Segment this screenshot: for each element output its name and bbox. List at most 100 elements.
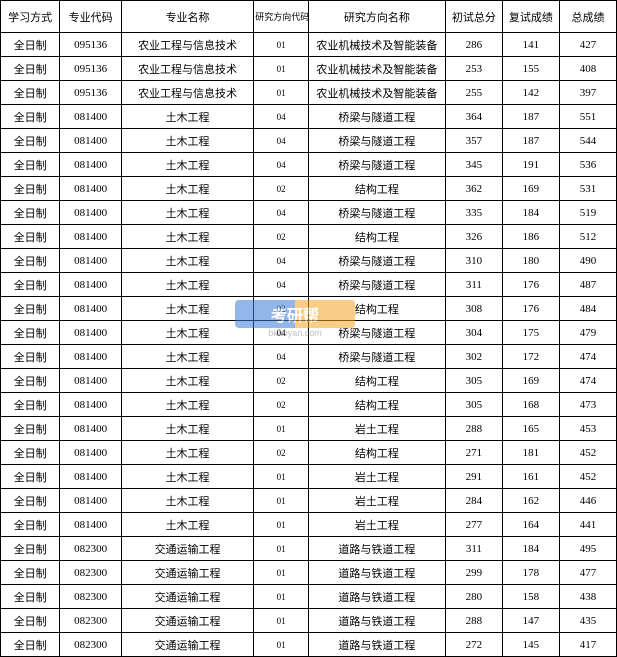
cell-mode: 全日制 — [1, 297, 60, 321]
cell-major: 农业工程与信息技术 — [121, 33, 253, 57]
cell-mode: 全日制 — [1, 417, 60, 441]
cell-score2: 169 — [502, 177, 559, 201]
cell-dircode: 04 — [254, 153, 309, 177]
header-cell-score1: 初试总分 — [445, 1, 502, 33]
cell-score1: 280 — [445, 585, 502, 609]
cell-score1: 335 — [445, 201, 502, 225]
cell-mode: 全日制 — [1, 249, 60, 273]
cell-score1: 304 — [445, 321, 502, 345]
cell-score1: 308 — [445, 297, 502, 321]
cell-total: 397 — [559, 81, 616, 105]
cell-total: 519 — [559, 201, 616, 225]
cell-mode: 全日制 — [1, 369, 60, 393]
cell-score2: 161 — [502, 465, 559, 489]
cell-total: 536 — [559, 153, 616, 177]
cell-total: 477 — [559, 561, 616, 585]
cell-major: 土木工程 — [121, 441, 253, 465]
cell-total: 452 — [559, 441, 616, 465]
cell-total: 417 — [559, 633, 616, 657]
cell-major: 土木工程 — [121, 369, 253, 393]
header-cell-mode: 学习方式 — [1, 1, 60, 33]
cell-dirname: 道路与铁道工程 — [308, 585, 445, 609]
cell-dirname: 道路与铁道工程 — [308, 537, 445, 561]
table-row: 全日制081400土木工程04桥梁与隧道工程310180490 — [1, 249, 617, 273]
cell-total: 446 — [559, 489, 616, 513]
cell-code: 081400 — [60, 273, 122, 297]
cell-total: 474 — [559, 369, 616, 393]
cell-code: 081400 — [60, 105, 122, 129]
cell-code: 081400 — [60, 393, 122, 417]
cell-code: 081400 — [60, 297, 122, 321]
table-row: 全日制082300交通运输工程01道路与铁道工程272145417 — [1, 633, 617, 657]
cell-major: 土木工程 — [121, 105, 253, 129]
cell-score1: 255 — [445, 81, 502, 105]
cell-dircode: 02 — [254, 177, 309, 201]
cell-dircode: 01 — [254, 33, 309, 57]
cell-code: 081400 — [60, 321, 122, 345]
cell-mode: 全日制 — [1, 201, 60, 225]
header-cell-score2: 复试成绩 — [502, 1, 559, 33]
table-row: 全日制082300交通运输工程01道路与铁道工程299178477 — [1, 561, 617, 585]
cell-score1: 362 — [445, 177, 502, 201]
cell-dircode: 01 — [254, 537, 309, 561]
cell-dircode: 04 — [254, 273, 309, 297]
cell-code: 081400 — [60, 441, 122, 465]
cell-mode: 全日制 — [1, 513, 60, 537]
cell-score2: 176 — [502, 297, 559, 321]
data-table: 学习方式专业代码专业名称研究方向代码研究方向名称初试总分复试成绩总成绩 全日制0… — [0, 0, 617, 657]
cell-score1: 271 — [445, 441, 502, 465]
cell-major: 土木工程 — [121, 129, 253, 153]
cell-code: 081400 — [60, 465, 122, 489]
cell-major: 农业工程与信息技术 — [121, 81, 253, 105]
cell-mode: 全日制 — [1, 393, 60, 417]
cell-dirname: 农业机械技术及智能装备 — [308, 81, 445, 105]
cell-code: 082300 — [60, 609, 122, 633]
cell-mode: 全日制 — [1, 153, 60, 177]
cell-score2: 184 — [502, 201, 559, 225]
cell-score2: 181 — [502, 441, 559, 465]
cell-dircode: 01 — [254, 81, 309, 105]
cell-major: 交通运输工程 — [121, 585, 253, 609]
cell-dircode: 01 — [254, 513, 309, 537]
cell-code: 081400 — [60, 201, 122, 225]
cell-total: 490 — [559, 249, 616, 273]
cell-score1: 345 — [445, 153, 502, 177]
cell-total: 495 — [559, 537, 616, 561]
cell-major: 交通运输工程 — [121, 633, 253, 657]
cell-total: 551 — [559, 105, 616, 129]
cell-score2: 145 — [502, 633, 559, 657]
cell-dirname: 桥梁与隧道工程 — [308, 345, 445, 369]
cell-total: 512 — [559, 225, 616, 249]
cell-score1: 364 — [445, 105, 502, 129]
cell-major: 农业工程与信息技术 — [121, 57, 253, 81]
cell-major: 交通运输工程 — [121, 537, 253, 561]
cell-dirname: 结构工程 — [308, 297, 445, 321]
cell-major: 交通运输工程 — [121, 561, 253, 585]
cell-dircode: 01 — [254, 585, 309, 609]
cell-score2: 172 — [502, 345, 559, 369]
cell-major: 土木工程 — [121, 273, 253, 297]
cell-dircode: 01 — [254, 561, 309, 585]
cell-major: 土木工程 — [121, 345, 253, 369]
cell-score1: 288 — [445, 609, 502, 633]
cell-dircode: 01 — [254, 633, 309, 657]
cell-total: 531 — [559, 177, 616, 201]
cell-mode: 全日制 — [1, 273, 60, 297]
cell-major: 土木工程 — [121, 201, 253, 225]
cell-score1: 311 — [445, 537, 502, 561]
cell-dirname: 岩土工程 — [308, 465, 445, 489]
cell-code: 081400 — [60, 177, 122, 201]
cell-total: 452 — [559, 465, 616, 489]
cell-score1: 305 — [445, 369, 502, 393]
cell-total: 435 — [559, 609, 616, 633]
cell-dirname: 桥梁与隧道工程 — [308, 321, 445, 345]
cell-total: 453 — [559, 417, 616, 441]
cell-dirname: 农业机械技术及智能装备 — [308, 33, 445, 57]
cell-score1: 288 — [445, 417, 502, 441]
cell-code: 081400 — [60, 417, 122, 441]
cell-dircode: 04 — [254, 105, 309, 129]
cell-score2: 187 — [502, 105, 559, 129]
cell-score2: 168 — [502, 393, 559, 417]
cell-score1: 311 — [445, 273, 502, 297]
cell-mode: 全日制 — [1, 561, 60, 585]
